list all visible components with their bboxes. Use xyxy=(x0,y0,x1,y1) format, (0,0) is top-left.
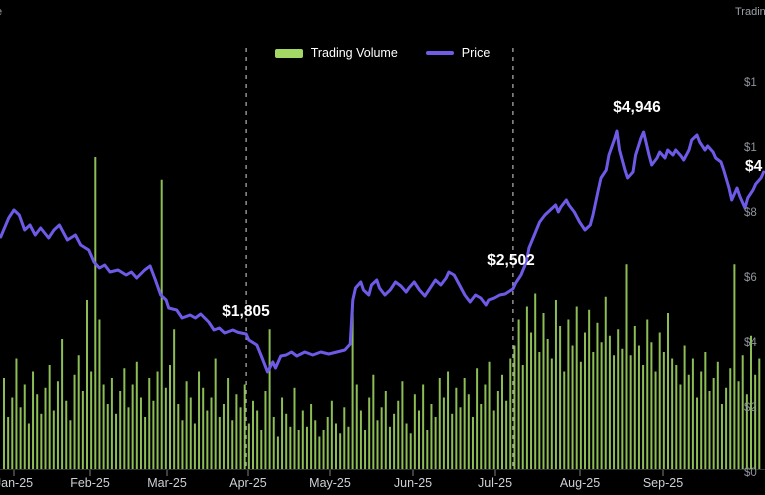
legend-item-trading-volume[interactable]: Trading Volume xyxy=(274,46,398,60)
price-annotation: $1,805 xyxy=(222,303,270,320)
x-axis-label: Sep-25 xyxy=(642,476,684,490)
volume-swatch-icon xyxy=(274,48,303,58)
x-axis-label: Jan-25 xyxy=(0,476,34,490)
x-axis-label: Feb-25 xyxy=(70,476,110,490)
x-axis-label: Aug-25 xyxy=(559,476,601,490)
y-axis-label-fragment: $2 xyxy=(744,402,757,414)
legend-item-price[interactable]: Price xyxy=(425,46,491,60)
legend-label-price: Price xyxy=(461,46,491,60)
y-axis-label-fragment: $8 xyxy=(744,207,757,219)
y-axis-label-fragment: $0 xyxy=(744,467,757,479)
x-axis-label: Jul-25 xyxy=(477,476,513,490)
y-axis-label-fragment: $1 xyxy=(744,142,757,154)
cropped-header-text-right: Trading xyxy=(735,6,765,18)
price-annotation: $2,502 xyxy=(487,252,535,269)
y-axis-label-fragment: $1 xyxy=(744,77,757,89)
price-annotation: $4,946 xyxy=(613,99,661,116)
chart-legend: Trading Volume Price xyxy=(0,46,765,60)
current-price-label: $4 xyxy=(745,158,763,175)
y-axis-label-fragment: $6 xyxy=(744,272,757,284)
x-axis-label: May-25 xyxy=(309,476,351,490)
price-line xyxy=(0,129,765,374)
cropped-header-text-left: e xyxy=(0,6,2,18)
y-axis-label-fragment: $4 xyxy=(744,337,757,349)
legend-label-volume: Trading Volume xyxy=(310,46,398,60)
x-axis-label: Jun-25 xyxy=(393,476,433,490)
price-swatch-icon xyxy=(425,51,454,55)
x-axis-label: Apr-25 xyxy=(229,476,267,490)
x-axis-label: Mar-25 xyxy=(147,476,187,490)
